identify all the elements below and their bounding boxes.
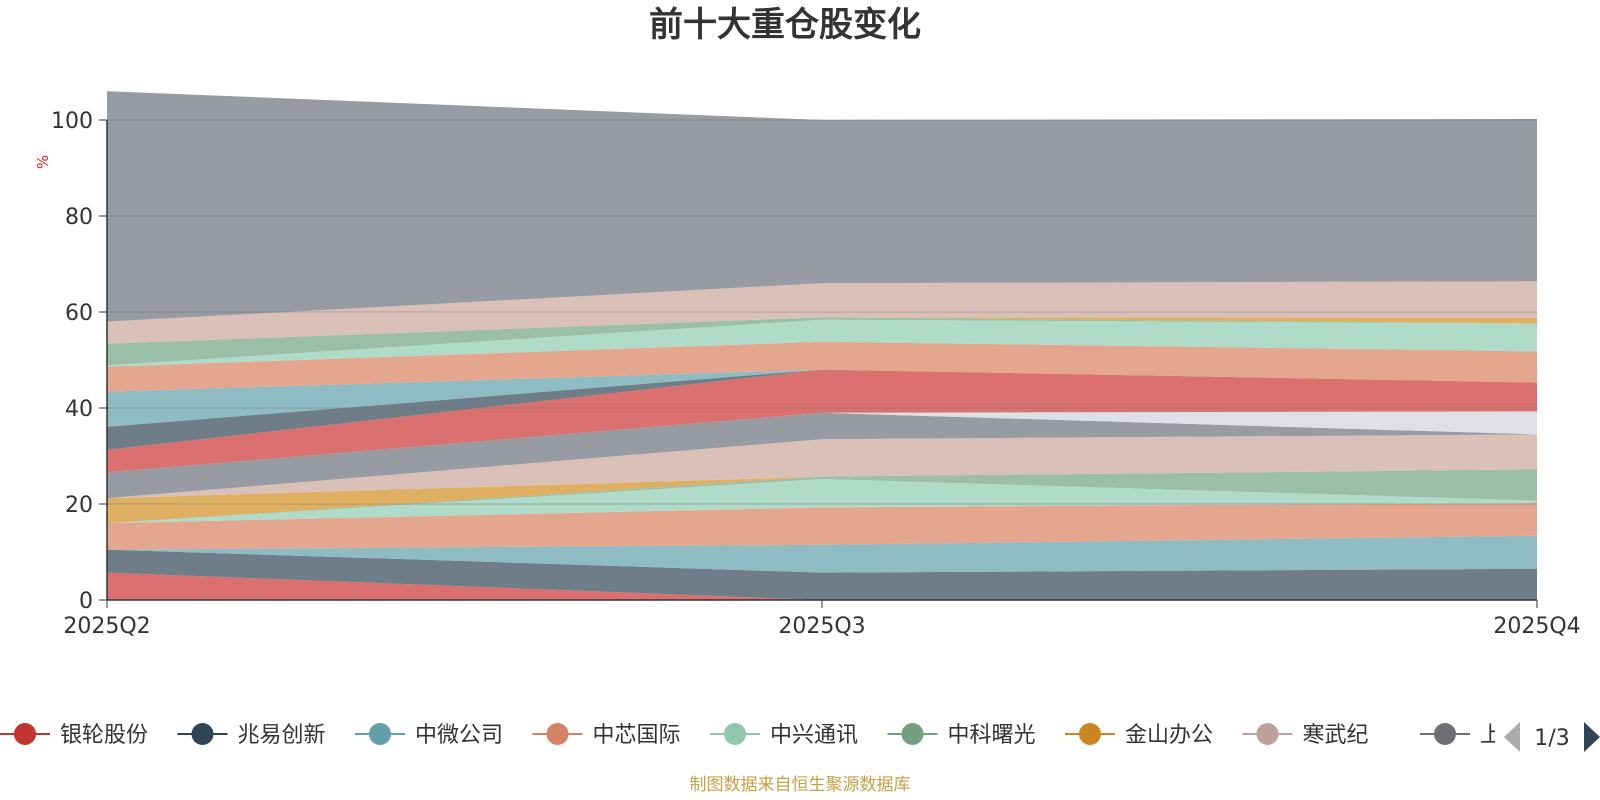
y-tick-label-5: 100 bbox=[51, 109, 93, 134]
plot-area: 0 20 40 60 80 100 2025Q2 2025Q3 2025Q4 bbox=[51, 91, 1581, 639]
area-series-11 bbox=[107, 369, 1537, 450]
area-series-0 bbox=[107, 572, 1537, 600]
legend-page-indicator: 1/3 bbox=[1534, 726, 1569, 751]
legend-label-5: 中科曙光 bbox=[948, 723, 1036, 748]
area-series-8 bbox=[107, 412, 1537, 499]
legend-label-7: 寒武纪 bbox=[1303, 723, 1369, 748]
legend-item-8[interactable]: 上海钢联 bbox=[1420, 723, 1568, 748]
y-axis-unit-label: % bbox=[34, 155, 52, 169]
area-series-3 bbox=[107, 503, 1537, 550]
area-series-9 bbox=[107, 411, 1537, 473]
legend-label-0: 银轮股份 bbox=[60, 723, 148, 748]
legend-pager: 1/3 bbox=[1504, 722, 1600, 752]
area-series-10 bbox=[107, 369, 1537, 473]
x-tick-label-2: 2025Q4 bbox=[1493, 614, 1580, 639]
gridlines bbox=[107, 119, 1537, 505]
chart-title: 前十大重仓股变化 bbox=[649, 5, 921, 45]
y-tick-label-4: 80 bbox=[65, 205, 93, 230]
area-series-16 bbox=[107, 317, 1537, 344]
area-series-17 bbox=[107, 281, 1537, 344]
y-tick-label-1: 20 bbox=[65, 493, 93, 518]
legend-item-5[interactable]: 中科曙光 bbox=[887, 723, 1036, 748]
area-series-15 bbox=[107, 317, 1537, 366]
legend-item-1[interactable]: 兆易创新 bbox=[177, 723, 326, 748]
legend: 银轮股份 兆易创新 中微公司 中芯国际 中兴通讯 中科曙光 金山办公 寒武纪 上海钢联 bbox=[0, 723, 1568, 748]
legend-prev-arrow-icon[interactable] bbox=[1504, 722, 1520, 752]
legend-item-0[interactable]: 银轮股份 bbox=[0, 723, 148, 748]
series-areas bbox=[107, 91, 1537, 600]
legend-marker-icon bbox=[1079, 723, 1101, 745]
area-series-12 bbox=[107, 369, 1537, 427]
legend-marker-icon bbox=[1256, 723, 1279, 745]
legend-label-6: 金山办公 bbox=[1125, 723, 1213, 748]
legend-marker-icon bbox=[901, 723, 924, 745]
legend-marker-icon bbox=[546, 723, 569, 745]
legend-item-4[interactable]: 中兴通讯 bbox=[710, 723, 858, 748]
legend-marker-icon bbox=[369, 723, 391, 745]
x-tick-label-1: 2025Q3 bbox=[778, 614, 865, 639]
area-series-5 bbox=[107, 469, 1537, 524]
legend-marker-icon bbox=[724, 723, 746, 745]
x-tick-label-0: 2025Q2 bbox=[63, 614, 150, 639]
legend-item-2[interactable]: 中微公司 bbox=[355, 723, 503, 748]
legend-marker-icon bbox=[191, 723, 214, 745]
legend-label-3: 中芯国际 bbox=[593, 723, 681, 748]
legend-item-7[interactable]: 寒武纪 bbox=[1242, 723, 1369, 748]
legend-label-1: 兆易创新 bbox=[238, 723, 326, 748]
legend-item-3[interactable]: 中芯国际 bbox=[532, 723, 681, 748]
source-note: 制图数据来自恒生聚源数据库 bbox=[690, 775, 911, 795]
legend-next-arrow-icon[interactable] bbox=[1584, 722, 1600, 752]
legend-label-2: 中微公司 bbox=[415, 723, 503, 748]
area-series-14 bbox=[107, 319, 1537, 367]
legend-label-8: 上海钢联 bbox=[1480, 723, 1568, 748]
area-series-1 bbox=[107, 549, 1537, 600]
y-tick-label-2: 40 bbox=[65, 397, 93, 422]
legend-marker-icon bbox=[1434, 723, 1456, 745]
area-series-2 bbox=[107, 535, 1537, 573]
area-series-7 bbox=[107, 434, 1537, 499]
y-tick-label-0: 0 bbox=[79, 589, 93, 614]
legend-label-4: 中兴通讯 bbox=[770, 723, 858, 748]
legend-marker-icon bbox=[14, 723, 36, 745]
y-tick-label-3: 60 bbox=[65, 301, 93, 326]
area-series-4 bbox=[107, 479, 1537, 524]
area-series-13 bbox=[107, 341, 1537, 392]
axes: 0 20 40 60 80 100 2025Q2 2025Q3 2025Q4 bbox=[51, 109, 1581, 639]
legend-item-6[interactable]: 金山办公 bbox=[1065, 723, 1213, 748]
area-series-6 bbox=[107, 469, 1537, 524]
area-series-18 bbox=[107, 91, 1537, 322]
